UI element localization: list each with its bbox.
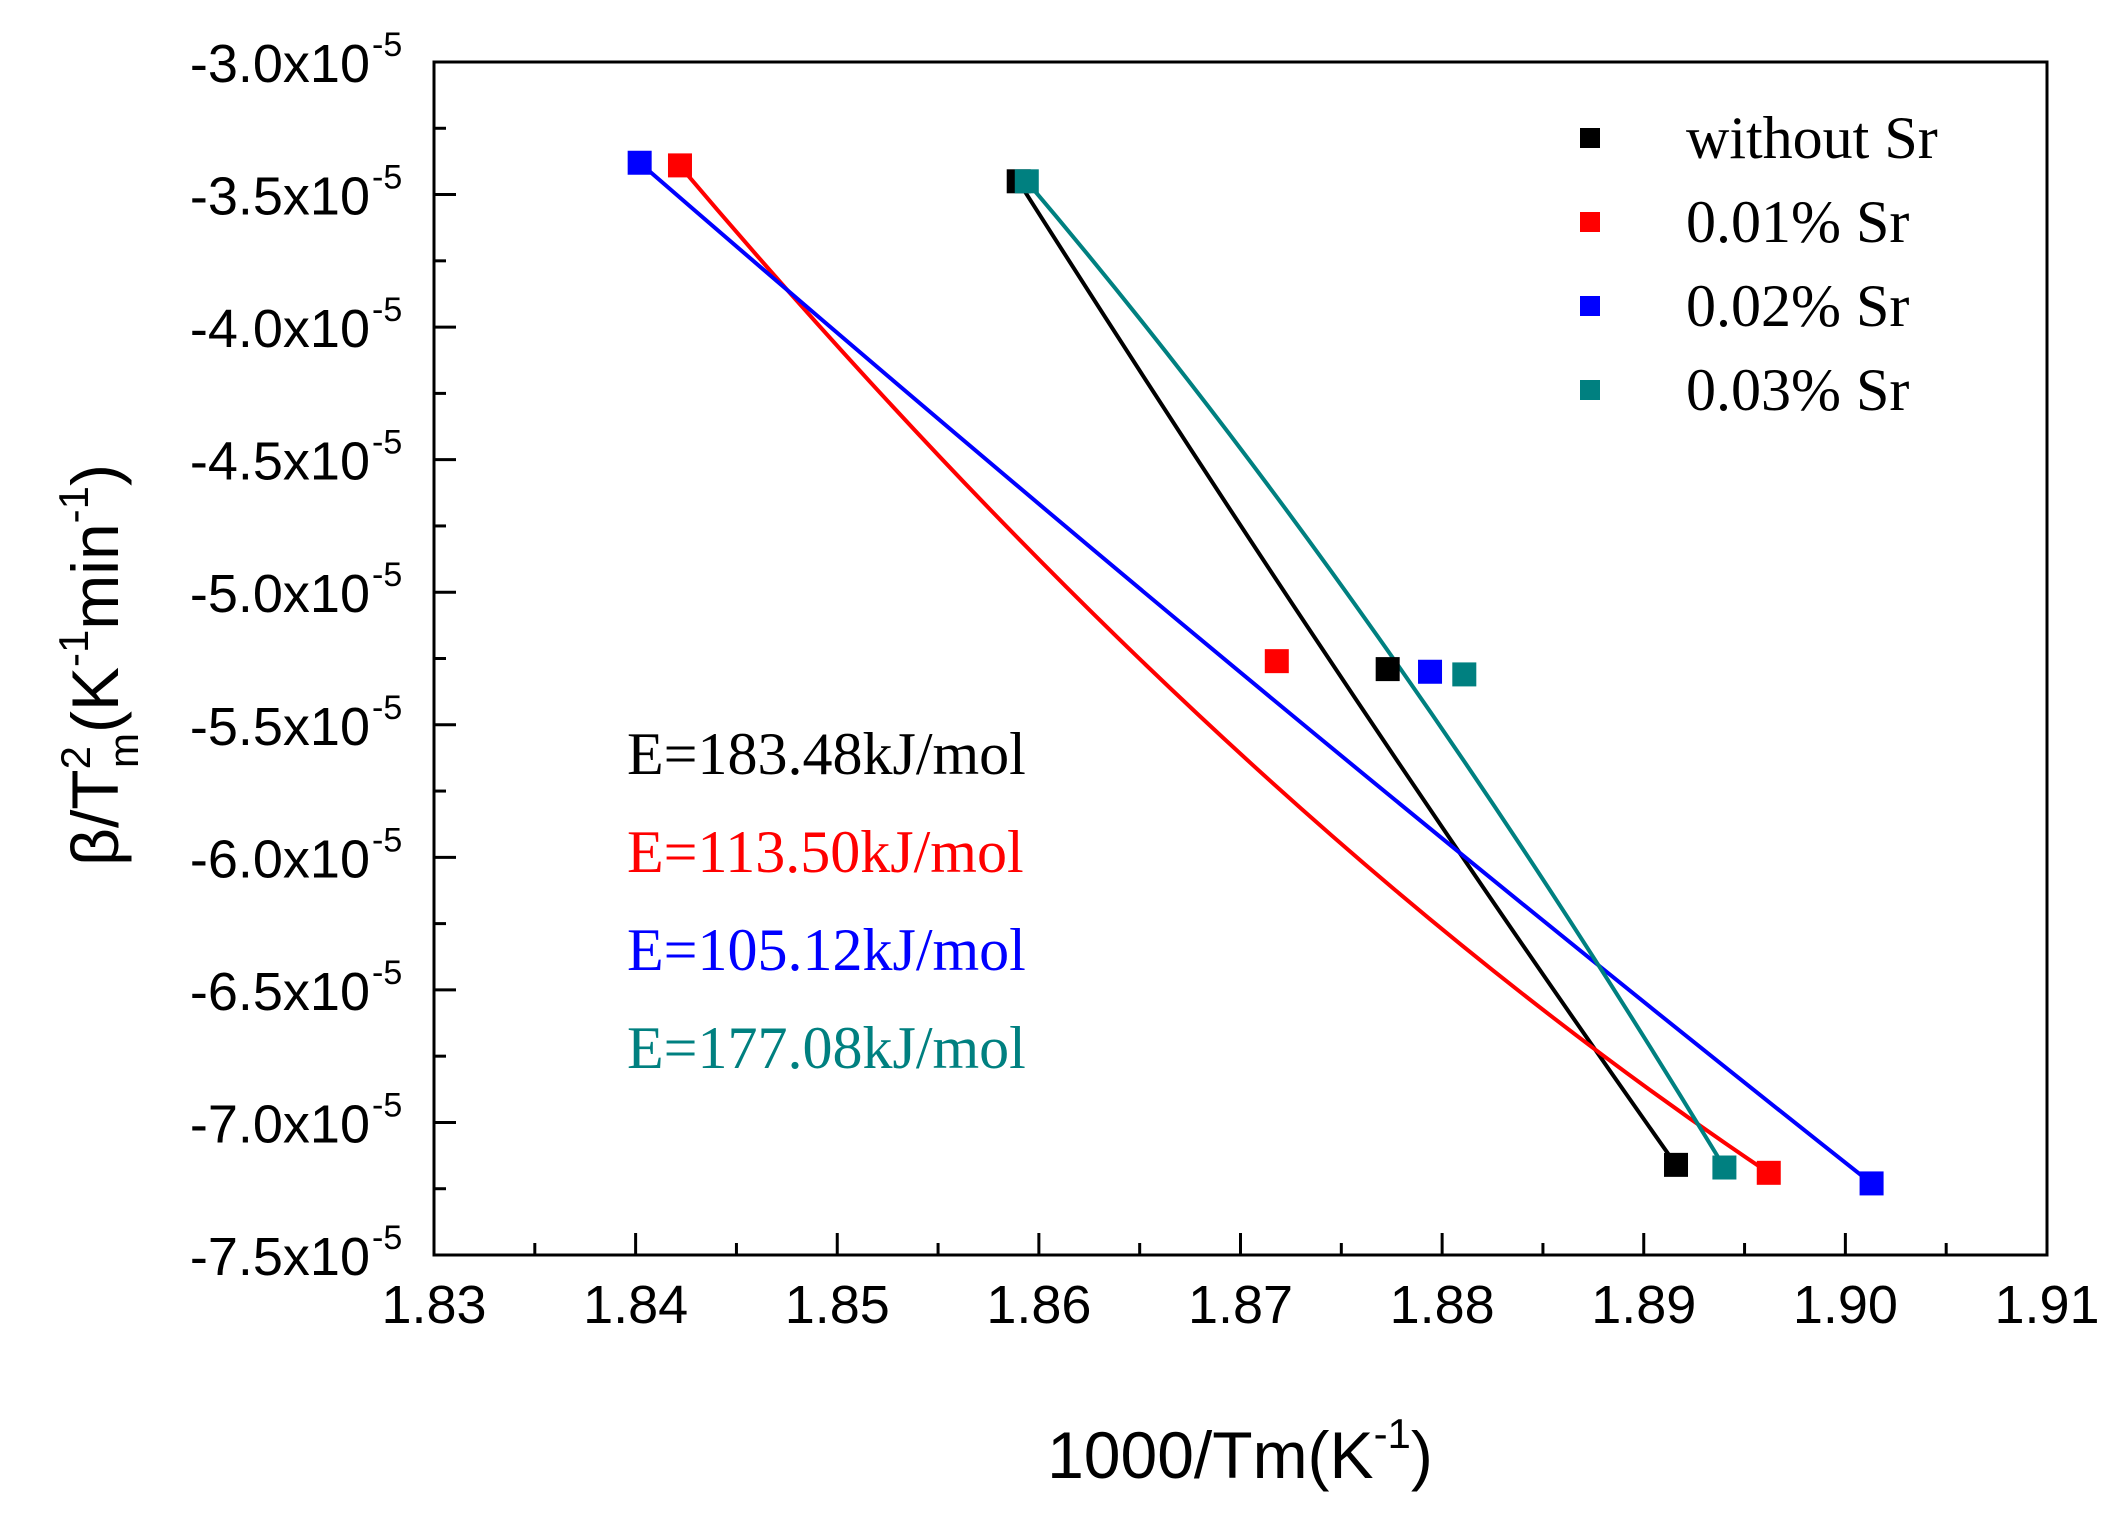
y-tick-label: -7.0x10 [190,1094,370,1154]
y-tick-exponent: -5 [372,1219,402,1257]
y-tick-exponent: -5 [372,291,402,329]
x-tick-label: 1.91 [1994,1275,2099,1335]
fit-curves [638,161,1873,1185]
data-point [627,150,652,175]
y-axis-title-sub: m [100,733,147,768]
data-point [1756,1160,1781,1185]
fit-curve [676,162,1770,1175]
fit-curve [1015,177,1678,1167]
legend-label: 0.01% Sr [1686,189,1909,255]
y-tick-exponent: -5 [372,159,402,197]
x-tick-label: 1.84 [583,1275,688,1335]
legend-label: 0.03% Sr [1686,357,1909,423]
y-axis-title-sup1: -1 [50,630,97,667]
data-point [1859,1171,1884,1196]
x-axis-title-sup: -1 [1374,1410,1411,1457]
data-point [1418,659,1443,684]
y-axis-title-sup2: -1 [50,486,97,523]
x-tick-label: 1.87 [1188,1275,1293,1335]
y-tick-exponent: -5 [372,689,402,727]
y-tick-label: -3.0x10 [190,34,370,94]
x-tick-label: 1.83 [381,1275,486,1335]
y-axis-title-open: (K [58,667,132,733]
y-axis-title: β/T2m(K-1min-1) [50,464,147,866]
x-axis-title-close: ) [1411,1418,1433,1492]
y-tick-exponent: -5 [372,26,402,64]
legend-label: 0.02% Sr [1686,273,1909,339]
y-axis-title-min: min [58,523,132,629]
x-axis-title-main: 1000/Tm(K [1047,1418,1373,1492]
data-point [1375,657,1400,682]
x-tick-label: 1.86 [986,1275,1091,1335]
data-point [1452,662,1477,687]
y-tick-label: -3.5x10 [190,167,370,227]
x-tick-label: 1.88 [1390,1275,1495,1335]
y-axis-title-beta: β/T [58,769,132,866]
y-tick-exponent: -5 [372,424,402,462]
data-point [1712,1155,1737,1180]
x-axis-ticks: 1.83 1.84 1.85 1.86 1.87 1.88 1.89 1.90 1.91 [381,1233,2100,1335]
data-point [1664,1152,1689,1177]
y-tick-label: -5.0x10 [190,564,370,624]
x-tick-label: 1.85 [785,1275,890,1335]
fit-curve [1023,177,1727,1169]
energy-annotation: E=105.12kJ/mol [627,917,1026,983]
y-axis-title-sup: 2 [52,746,99,769]
y-tick-exponent: -5 [372,821,402,859]
data-point [1264,649,1289,674]
energy-annotation: E=113.50kJ/mol [627,819,1024,885]
energy-annotation: E=183.48kJ/mol [627,721,1026,787]
y-tick-exponent: -5 [372,1086,402,1124]
activation-energy-annotations: E=183.48kJ/mol E=113.50kJ/mol E=105.12kJ/m… [627,721,1026,1081]
fit-curve [638,161,1873,1185]
y-tick-label: -6.0x10 [190,829,370,889]
y-tick-label: -4.0x10 [190,299,370,359]
y-axis-ticks: -3.0x10 -5-3.5x10 -5-4.0x10 -5-4.5x10 -5-5.0… [190,26,456,1287]
y-tick-label: -4.5x10 [190,432,370,492]
y-tick-label: -5.5x10 [190,697,370,757]
y-axis-title-close: ) [58,464,132,486]
legend-marker [1580,380,1600,400]
legend-label: without Sr [1686,105,1938,171]
y-tick-exponent: -5 [372,954,402,992]
legend-marker [1580,296,1600,316]
data-points [627,150,1884,1196]
y-tick-label: -7.5x10 [190,1227,370,1287]
legend-marker [1580,128,1600,148]
legend-marker [1580,212,1600,232]
x-axis-title: 1000/Tm(K-1) [1047,1410,1433,1492]
x-tick-label: 1.90 [1793,1275,1898,1335]
data-point [1014,169,1039,194]
y-tick-exponent: -5 [372,556,402,594]
y-tick-label: -6.5x10 [190,962,370,1022]
x-tick-label: 1.89 [1591,1275,1696,1335]
data-point [667,153,692,178]
legend: without Sr 0.01% Sr 0.02% Sr 0.03% Sr [1580,105,1938,423]
energy-annotation: E=177.08kJ/mol [627,1015,1026,1081]
